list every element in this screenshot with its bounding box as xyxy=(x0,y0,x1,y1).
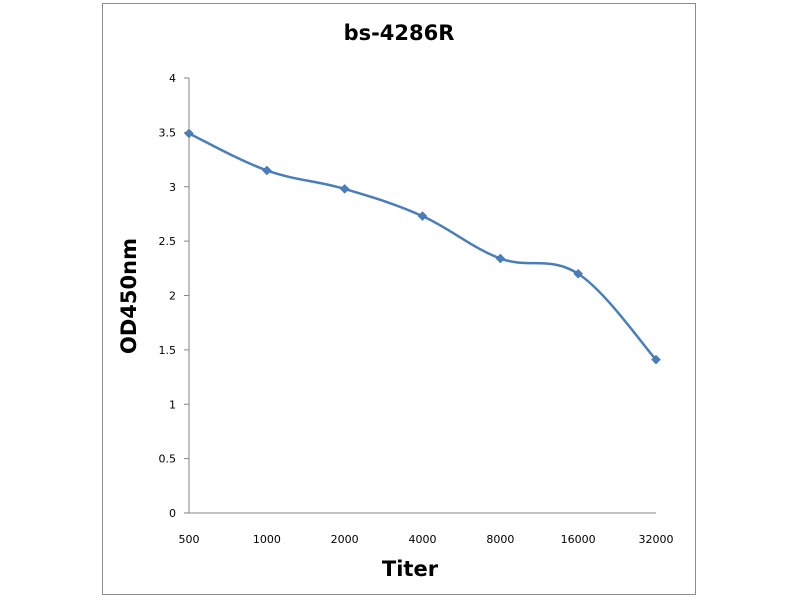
chart-title: bs-4286R xyxy=(344,21,455,45)
x-tick-label: 1000 xyxy=(253,533,281,546)
y-tick-label: 4 xyxy=(169,72,176,85)
x-tick-label: 500 xyxy=(179,533,200,546)
data-point-marker xyxy=(339,184,350,194)
x-tick-label: 2000 xyxy=(331,533,359,546)
x-axis-title: Titer xyxy=(382,557,439,581)
data-point-marker xyxy=(651,354,661,365)
x-tick-label: 8000 xyxy=(486,533,514,546)
data-point-marker xyxy=(261,165,272,176)
x-tick-label: 4000 xyxy=(409,533,437,546)
data-point-marker xyxy=(417,211,428,221)
y-tick-label: 2.5 xyxy=(159,235,177,248)
y-axis: 0 0.5 1 1.5 2 2.5 3 3.5 4 xyxy=(159,72,190,520)
chart-frame xyxy=(102,3,696,595)
y-tick-label: 1.5 xyxy=(159,344,177,357)
y-tick-label: 0.5 xyxy=(159,453,177,466)
x-axis: 500 1000 2000 4000 8000 16000 32000 xyxy=(179,512,674,546)
data-series xyxy=(184,128,661,365)
data-point-marker xyxy=(495,253,506,264)
x-tick-label: 32000 xyxy=(639,533,674,546)
y-tick-label: 3.5 xyxy=(159,126,177,139)
series-line xyxy=(187,132,658,361)
y-tick-label: 3 xyxy=(169,181,176,194)
y-axis-title: OD450nm xyxy=(117,238,141,354)
y-tick-label: 2 xyxy=(169,290,176,303)
y-tick-label: 0 xyxy=(169,507,176,520)
x-tick-label: 16000 xyxy=(561,533,596,546)
data-point-marker xyxy=(184,128,194,139)
data-point-marker xyxy=(573,268,584,279)
y-tick-label: 1 xyxy=(169,398,176,411)
